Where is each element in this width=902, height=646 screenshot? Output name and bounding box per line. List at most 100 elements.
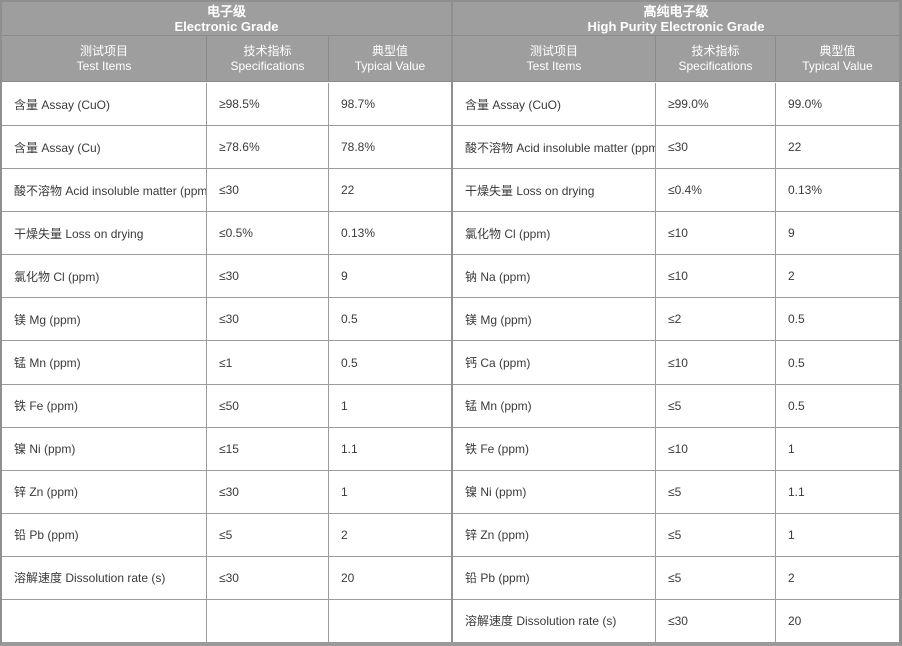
spec-cell: ≤10	[655, 212, 775, 255]
test-item-cell: 含量 Assay (CuO)	[465, 97, 562, 112]
column-header-zh: 技术指标	[243, 43, 292, 58]
typical-value-cell: 20	[775, 599, 899, 643]
table-row: 铅 Pb (ppm) ≤5 2	[2, 512, 451, 556]
column-header-en: Typical Value	[802, 58, 873, 73]
spec-cell: ≤10	[655, 255, 775, 298]
column-header-row: 测试项目 Test Items 技术指标 Specifications 典型值 …	[453, 36, 899, 82]
table-row: 镁 Mg (ppm) ≤30 0.5	[2, 297, 451, 341]
typical-value-cell: 2	[775, 255, 899, 298]
test-item-cell: 铁 Fe (ppm)	[14, 399, 79, 414]
spec-cell: ≤5	[206, 513, 328, 556]
table-row: 含量 Assay (Cu) ≥78.6% 78.8%	[2, 125, 451, 169]
spec-cell: ≤2	[655, 298, 775, 341]
typical-value-cell: 0.5	[775, 341, 899, 384]
spec-cell: ≤10	[655, 427, 775, 470]
typical-value-cell: 20	[328, 556, 451, 599]
table-row: 钙 Ca (ppm) ≤10 0.5	[453, 340, 899, 384]
test-item-cell: 锌 Zn (ppm)	[465, 528, 530, 543]
test-item-cell: 含量 Assay (CuO)	[14, 97, 111, 112]
table-body: 含量 Assay (CuO) ≥99.0% 99.0% 酸不溶物 Acid in…	[453, 83, 899, 643]
test-item-cell: 铅 Pb (ppm)	[465, 571, 530, 586]
table-row: 铁 Fe (ppm) ≤10 1	[453, 426, 899, 470]
typical-value-cell: 78.8%	[328, 126, 451, 169]
spec-cell: ≤30	[206, 169, 328, 212]
table-row-empty	[2, 598, 451, 643]
test-item-cell: 镍 Ni (ppm)	[465, 485, 527, 500]
typical-value-cell: 9	[328, 255, 451, 298]
typical-value-cell: 0.5	[328, 298, 451, 341]
typical-value-cell: 22	[328, 169, 451, 212]
spec-cell: ≥98.5%	[206, 83, 328, 126]
column-header-en: Test Items	[76, 58, 132, 73]
column-header-zh: 典型值	[371, 43, 408, 58]
table-row: 酸不溶物 Acid insoluble matter (ppm) ≤30 22	[2, 168, 451, 212]
test-item-cell: 锰 Mn (ppm)	[14, 356, 81, 370]
electronic-grade-table: 电子级 Electronic Grade 测试项目 Test Items 技术指…	[2, 2, 451, 643]
column-header-specifications: 技术指标 Specifications	[206, 36, 328, 81]
spec-cell: ≤30	[655, 126, 775, 169]
typical-value-cell: 2	[775, 556, 899, 599]
grade-title-electronic: 电子级 Electronic Grade	[2, 2, 451, 36]
table-row: 锌 Zn (ppm) ≤5 1	[453, 512, 899, 556]
grade-title-en: Electronic Grade	[174, 18, 279, 34]
test-item-cell: 锌 Zn (ppm)	[14, 485, 79, 500]
spec-cell: ≤1	[206, 341, 328, 384]
test-item-cell: 氯化物 Cl (ppm)	[14, 269, 100, 284]
column-header-en: Typical Value	[354, 58, 426, 73]
test-item-cell	[2, 600, 206, 642]
typical-value-cell: 0.13%	[328, 212, 451, 255]
typical-value-cell: 2	[328, 513, 451, 556]
spec-cell: ≤30	[206, 556, 328, 599]
table-row: 含量 Assay (CuO) ≥98.5% 98.7%	[2, 83, 451, 126]
typical-value-cell: 0.5	[775, 298, 899, 341]
spec-cell: ≤30	[206, 255, 328, 298]
table-row: 钠 Na (ppm) ≤10 2	[453, 254, 899, 298]
table-row: 含量 Assay (CuO) ≥99.0% 99.0%	[453, 83, 899, 126]
table-row: 氯化物 Cl (ppm) ≤10 9	[453, 211, 899, 255]
table-row: 铁 Fe (ppm) ≤50 1	[2, 383, 451, 427]
column-header-zh: 技术指标	[691, 43, 740, 58]
spec-cell: ≤5	[655, 556, 775, 599]
high-purity-grade-table: 高纯电子级 High Purity Electronic Grade 测试项目 …	[451, 2, 899, 643]
spec-cell: ≤15	[206, 427, 328, 470]
test-item-cell: 铅 Pb (ppm)	[14, 528, 79, 543]
test-item-cell: 铁 Fe (ppm)	[465, 442, 530, 457]
typical-value-cell: 1.1	[775, 470, 899, 513]
spec-cell: ≤10	[655, 341, 775, 384]
typical-value-cell: 1	[775, 513, 899, 556]
typical-value-cell: 99.0%	[775, 83, 899, 126]
spec-cell: ≥78.6%	[206, 126, 328, 169]
table-row: 氯化物 Cl (ppm) ≤30 9	[2, 254, 451, 298]
column-header-row: 测试项目 Test Items 技术指标 Specifications 典型值 …	[2, 36, 451, 82]
typical-value-cell: 1	[328, 384, 451, 427]
typical-value-cell	[328, 599, 451, 643]
column-header-specifications: 技术指标 Specifications	[655, 36, 775, 81]
test-item-cell: 干燥失量 Loss on drying	[14, 226, 144, 241]
grade-title-zh: 电子级	[206, 3, 246, 19]
spec-cell: ≤5	[655, 513, 775, 556]
column-header-test-items: 测试项目 Test Items	[2, 36, 206, 81]
test-item-cell: 钙 Ca (ppm)	[465, 356, 531, 370]
table-row: 干燥失量 Loss on drying ≤0.5% 0.13%	[2, 211, 451, 255]
table-row: 锌 Zn (ppm) ≤30 1	[2, 469, 451, 513]
table-row: 溶解速度 Dissolution rate (s) ≤30 20	[453, 598, 899, 643]
table-row: 溶解速度 Dissolution rate (s) ≤30 20	[2, 555, 451, 599]
test-item-cell: 钠 Na (ppm)	[465, 269, 531, 284]
test-item-cell: 含量 Assay (Cu)	[14, 140, 101, 155]
spec-cell: ≤0.5%	[206, 212, 328, 255]
column-header-typical-value: 典型值 Typical Value	[775, 36, 899, 81]
column-header-typical-value: 典型值 Typical Value	[328, 36, 451, 81]
table-row: 镍 Ni (ppm) ≤5 1.1	[453, 469, 899, 513]
spec-cell: ≤30	[655, 599, 775, 643]
spec-cell: ≤50	[206, 384, 328, 427]
test-item-cell: 干燥失量 Loss on drying	[465, 183, 595, 198]
column-header-test-items: 测试项目 Test Items	[453, 36, 655, 81]
column-header-zh: 测试项目	[529, 43, 578, 58]
column-header-zh: 测试项目	[79, 43, 128, 58]
table-row: 镍 Ni (ppm) ≤15 1.1	[2, 426, 451, 470]
column-header-en: Test Items	[526, 58, 582, 73]
test-item-cell: 酸不溶物 Acid insoluble matter (ppm)	[14, 183, 206, 198]
column-header-en: Specifications	[230, 58, 305, 73]
table-row: 酸不溶物 Acid insoluble matter (ppm) ≤30 22	[453, 125, 899, 169]
typical-value-cell: 9	[775, 212, 899, 255]
